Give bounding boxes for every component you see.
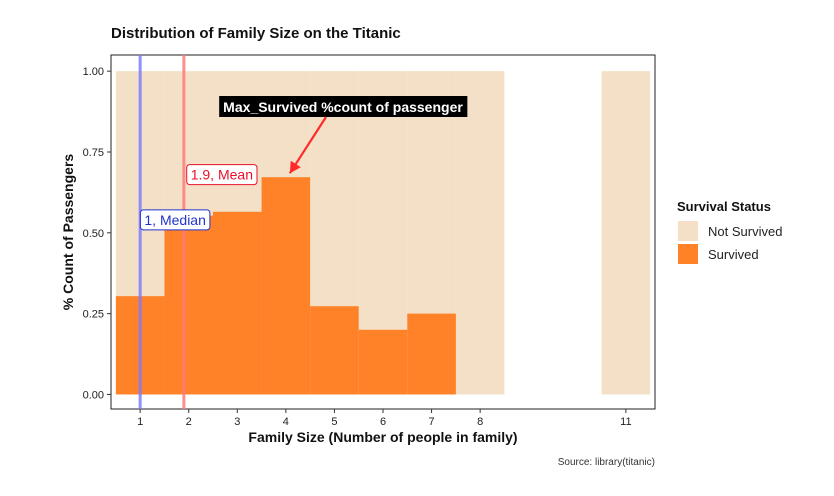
bar-survived-3 — [213, 211, 262, 395]
max-survived-label: Max_Survived %count of passenger — [223, 99, 463, 115]
legend-title: Survival Status — [677, 199, 771, 214]
max-survived-annotation: Max_Survived %count of passenger — [219, 96, 468, 174]
x-axis-title: Family Size (Number of people in family) — [248, 429, 517, 445]
x-tick-label-11: 11 — [620, 416, 631, 428]
x-tick-label-7: 7 — [429, 416, 435, 428]
annotation-layer: 1, Median 1.9, Mean Max_Survived %count of… — [139, 96, 468, 231]
x-tick-label-4: 4 — [283, 416, 289, 428]
legend-swatch-not-survived — [678, 221, 698, 241]
x-tick-label-6: 6 — [380, 416, 386, 428]
y-tick-label-1.00: 1.00 — [83, 66, 104, 78]
max-survived-arrow-line — [288, 116, 327, 174]
bar-survived-2 — [164, 215, 213, 395]
legend-swatch-survived — [678, 244, 698, 264]
legend: Survival Status Not Survived Survived — [677, 199, 782, 264]
y-tick-label-0.00: 0.00 — [83, 389, 104, 401]
bar-survived-6 — [358, 329, 408, 395]
y-tick-label-0.50: 0.50 — [83, 228, 104, 240]
chart-caption: Source: library(titanic) — [558, 457, 655, 468]
bars-layer — [115, 71, 651, 395]
bar-survived-7 — [407, 313, 456, 395]
bar-survived-5 — [310, 306, 359, 395]
chart-title: Distribution of Family Size on the Titan… — [111, 25, 401, 42]
bar-not-survived-11 — [601, 71, 651, 395]
reference-label-text-median: 1, Median — [144, 212, 205, 228]
y-axis-title: % Count of Passengers — [60, 154, 76, 311]
reference-label-median: 1, Median — [139, 209, 211, 231]
x-tick-label-5: 5 — [331, 416, 337, 428]
reference-lines-layer — [138, 55, 186, 409]
bar-survived-4 — [261, 177, 311, 395]
reference-label-box-median — [139, 209, 211, 231]
x-tick-label-2: 2 — [186, 416, 192, 428]
bar-not-survived-8 — [455, 71, 505, 395]
legend-label-not-survived: Not Survived — [708, 224, 782, 239]
axes-layer: 1 2 3 4 5 6 7 8 11 0.00 0.25 0.50 0.75 1.00 — [83, 66, 632, 428]
x-tick-label-8: 8 — [477, 416, 483, 428]
x-tick-label-1: 1 — [137, 416, 143, 428]
reference-label-box-mean — [186, 164, 258, 186]
max-survived-arrow-head — [289, 160, 301, 174]
y-tick-label-0.25: 0.25 — [83, 309, 104, 321]
reference-label-mean: 1.9, Mean — [186, 164, 258, 186]
y-tick-label-0.75: 0.75 — [83, 147, 104, 159]
max-survived-label-box — [219, 96, 468, 117]
x-tick-label-3: 3 — [234, 416, 240, 428]
reference-label-text-mean: 1.9, Mean — [191, 167, 253, 183]
legend-label-survived: Survived — [708, 247, 759, 262]
